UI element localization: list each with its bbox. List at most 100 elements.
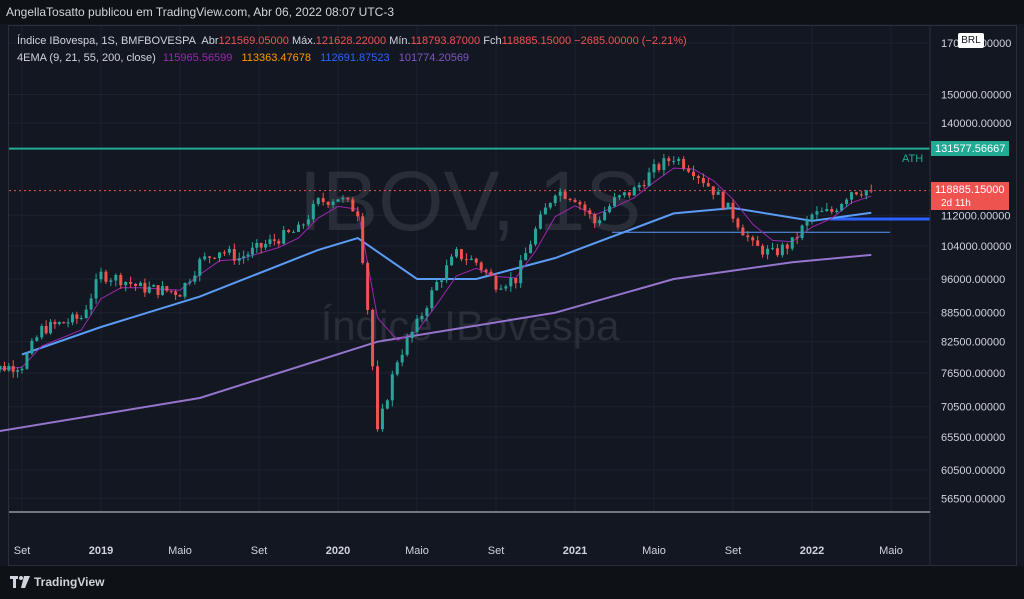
tradingview-logo-icon <box>10 576 30 588</box>
ema200-line <box>0 253 872 433</box>
candle-body <box>627 192 631 196</box>
candle-body <box>578 202 582 205</box>
candle-body <box>751 237 755 241</box>
candle-body <box>775 248 779 256</box>
candle-body <box>380 408 384 430</box>
candle-body <box>514 278 518 284</box>
y-tick-label: 70500.00000 <box>941 402 1005 414</box>
tradingview-logo[interactable]: TradingView <box>10 575 104 589</box>
candle-body <box>109 280 113 282</box>
x-tick-label: Maio <box>879 545 903 557</box>
candle-body <box>756 240 760 246</box>
candle-body <box>356 211 360 217</box>
candle-body <box>696 176 700 179</box>
candle-body <box>0 365 2 370</box>
open-value: 121569.05000 <box>218 35 289 47</box>
candle-body <box>790 237 794 249</box>
candle-body <box>395 362 399 375</box>
footer-bar <box>0 566 1024 599</box>
candle-body <box>311 204 315 220</box>
candle-body <box>682 158 686 169</box>
ema-title[interactable]: 4EMA (9, 21, 55, 200, close) <box>17 52 156 64</box>
candle-body <box>222 252 226 254</box>
candle-body <box>657 164 661 170</box>
x-axis[interactable]: Set 2019 Maio Set 2020 Maio Set 2021 Maio Set 2022… <box>14 545 903 557</box>
candle-body <box>79 317 83 319</box>
ath-name: ATH <box>902 153 923 165</box>
x-tick-label: 2021 <box>563 545 587 557</box>
candle-body <box>400 354 404 363</box>
candle-body <box>692 171 695 177</box>
candle-body <box>652 164 656 173</box>
candle-body <box>169 290 173 292</box>
candle-body <box>741 227 745 236</box>
y-tick-label: 82500.00000 <box>941 337 1005 349</box>
candle-body <box>11 365 15 372</box>
tradingview-brand: TradingView <box>34 575 105 589</box>
candle-body <box>25 353 29 369</box>
candle-body <box>147 286 151 293</box>
candle-body <box>736 218 740 228</box>
candle-body <box>351 199 355 212</box>
ema200-value: 101774.20569 <box>398 52 470 64</box>
high-value: 121628.22000 <box>315 35 387 47</box>
candle-body <box>40 326 44 338</box>
y-axis[interactable]: 170000.00000150000.00000140000.000001120… <box>941 38 1011 505</box>
candle-body <box>390 374 394 401</box>
candle-body <box>242 256 246 259</box>
candle-body <box>84 309 88 318</box>
bar-countdown: 2d 11h <box>941 198 971 209</box>
candle-body <box>854 192 858 195</box>
candle-body <box>450 256 454 266</box>
candle-body <box>174 291 178 296</box>
candle-body <box>89 298 93 310</box>
candle-body <box>430 290 434 309</box>
candle-body <box>165 286 169 291</box>
legend-symbol[interactable]: Índice IBovespa, 1S, BMFBOVESPA <box>17 35 196 47</box>
watermark-name: Índice IBovespa <box>321 302 621 349</box>
watermark-ticker: IBOV, 1S <box>299 154 641 248</box>
candle-body <box>435 282 439 291</box>
candle-body <box>687 168 691 172</box>
last-price-value: 118885.15000 <box>935 184 1005 196</box>
candle-body <box>70 314 74 323</box>
y-tick-label: 65500.00000 <box>941 432 1005 444</box>
y-tick-label: 104000.00000 <box>941 241 1011 253</box>
candle-body <box>479 262 483 270</box>
candle-body <box>672 160 676 162</box>
candle-body <box>642 185 646 187</box>
candle-body <box>94 279 98 299</box>
y-tick-label: 112000.00000 <box>941 210 1011 222</box>
y-tick-label: 150000.00000 <box>941 89 1011 101</box>
candle-body <box>805 219 809 226</box>
grid-lines <box>9 26 930 511</box>
ath-value: 131577.56667 <box>935 143 1005 155</box>
candle-body <box>213 257 217 259</box>
candle-body <box>134 283 138 286</box>
candle-body <box>49 321 53 334</box>
candle-body <box>726 202 730 209</box>
candle-body <box>30 340 34 354</box>
candle-body <box>622 192 626 196</box>
candle-body <box>331 201 335 205</box>
candle-body <box>218 252 221 259</box>
candle-body <box>272 239 276 241</box>
candle-body <box>662 158 666 170</box>
candle-body <box>613 197 616 207</box>
candle-body <box>129 281 133 284</box>
candle-body <box>57 322 61 325</box>
candle-body <box>667 158 671 162</box>
candle-body <box>869 190 873 192</box>
currency-badge[interactable]: BRL <box>958 33 984 48</box>
candle-body <box>366 262 370 310</box>
candle-body <box>573 199 577 203</box>
candle-body <box>785 244 789 249</box>
candle-body <box>534 228 537 245</box>
candle-body <box>203 256 207 260</box>
candle-body <box>415 318 419 332</box>
candle-body <box>840 203 844 211</box>
candle-body <box>509 278 513 287</box>
ema21-value: 113363.47678 <box>241 52 312 64</box>
x-tick-label: Set <box>14 545 31 557</box>
